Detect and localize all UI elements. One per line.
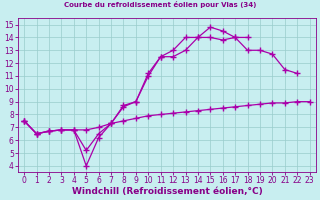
X-axis label: Windchill (Refroidissement éolien,°C): Windchill (Refroidissement éolien,°C) [72,187,262,196]
Text: Courbe du refroidissement éolien pour Vias (34): Courbe du refroidissement éolien pour Vi… [64,1,256,8]
